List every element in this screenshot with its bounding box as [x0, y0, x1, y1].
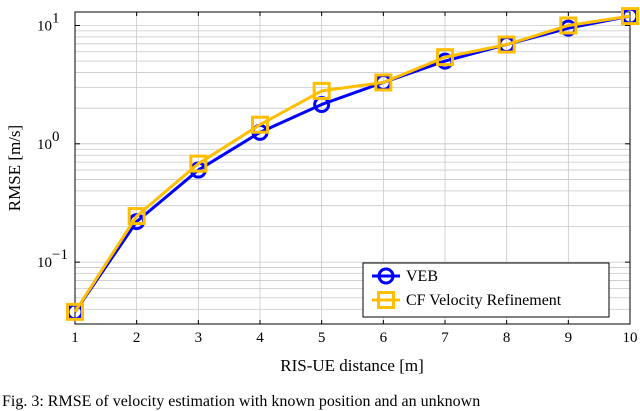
y-axis-label: RMSE [m/s]: [5, 125, 24, 211]
x-tick-label: 2: [133, 330, 141, 346]
x-tick-label: 7: [441, 330, 449, 346]
figure-caption: Fig. 3: RMSE of velocity estimation with…: [2, 393, 481, 410]
data-point: [189, 154, 208, 173]
data-point: [436, 48, 454, 67]
y-tick-exponent: 1: [52, 10, 60, 26]
data-point: [621, 7, 639, 26]
y-tick-exponent: −1: [52, 247, 68, 263]
data-point: [374, 73, 393, 92]
legend-marker: [377, 267, 395, 285]
plot-frame: [74, 11, 631, 325]
legend-label: CF Velocity Refinement: [406, 292, 562, 309]
y-tick-exponent: 0: [52, 129, 60, 145]
x-tick-label: 8: [503, 330, 511, 346]
series-line: [73, 14, 631, 313]
data-point: [127, 207, 146, 226]
data-point: [559, 16, 578, 35]
data-point: [497, 35, 516, 54]
data-point: [312, 81, 331, 100]
y-tick-label: 10: [37, 18, 52, 34]
x-axis-label: RIS-UE distance [m]: [280, 356, 424, 375]
legend-marker: [377, 291, 395, 309]
series: [66, 7, 639, 321]
x-tick-label: 9: [565, 330, 573, 346]
legend-box: [362, 262, 610, 318]
data-point: [251, 115, 269, 134]
x-tick-label: 3: [195, 330, 203, 346]
x-tick-label: 5: [318, 330, 326, 346]
legend: VEB CF Velocity Refinement: [362, 262, 610, 318]
x-tick-label: 4: [256, 330, 264, 346]
x-tick-label: 1: [71, 330, 79, 346]
y-tick-label: 10: [37, 255, 52, 271]
x-tick-label: 10: [623, 330, 638, 346]
y-tick-label: 10: [37, 137, 52, 153]
x-tick-label: 6: [380, 330, 388, 346]
legend-label: VEB: [406, 268, 438, 285]
data-point: [66, 302, 84, 321]
